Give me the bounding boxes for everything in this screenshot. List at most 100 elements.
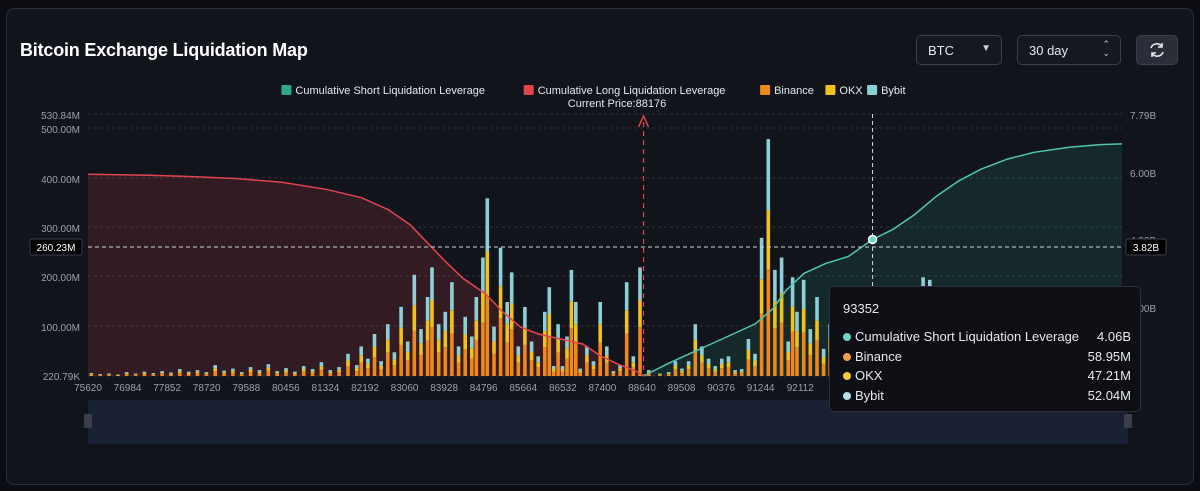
bar-segment[interactable] [178,372,182,376]
bar-segment[interactable] [624,333,629,376]
bar-segment[interactable] [574,324,578,343]
bar-segment[interactable] [133,374,138,376]
bar-segment[interactable] [151,373,156,375]
bar-segment[interactable] [556,324,560,340]
bar-segment[interactable] [412,330,417,377]
bar-segment[interactable] [578,368,582,371]
bar-segment[interactable] [815,320,819,341]
bar-segment[interactable] [436,352,441,376]
bar-segment[interactable] [759,279,764,314]
bar-segment[interactable] [598,302,602,325]
bar-segment[interactable] [631,356,636,363]
bar-segment[interactable] [337,367,341,370]
bar-segment[interactable] [618,371,622,376]
bar-segment[interactable] [213,368,217,372]
chart-legend[interactable]: Cumulative Short Liquidation Leverage Cum… [281,85,906,97]
bar-segment[interactable] [133,373,138,375]
bar-segment[interactable] [706,368,711,376]
bar-segment[interactable] [647,373,651,376]
bar-segment[interactable] [598,342,602,376]
bar-segment[interactable] [536,367,540,376]
bar-segment[interactable] [753,366,757,376]
bar-segment[interactable] [430,327,434,376]
bar-segment[interactable] [301,371,306,376]
bar-segment[interactable] [516,362,521,376]
bar-segment[interactable] [529,341,534,352]
bar-segment[interactable] [222,373,226,376]
bar-segment[interactable] [720,358,724,364]
bar-segment[interactable] [523,306,527,328]
bar-segment[interactable] [779,257,784,294]
bar-segment[interactable] [509,272,514,304]
bar-segment[interactable] [498,247,503,287]
bar-segment[interactable] [686,361,691,366]
bar-segment[interactable] [753,353,757,361]
bar-segment[interactable] [666,373,671,375]
bar-segment[interactable] [436,324,441,340]
bar-segment[interactable] [450,310,454,334]
bar-segment[interactable] [204,373,209,375]
bar-segment[interactable] [293,371,297,373]
bar-segment[interactable] [430,300,434,328]
bar-segment[interactable] [195,373,200,376]
bar-segment[interactable] [498,318,503,376]
bar-segment[interactable] [673,365,678,370]
bar-segment[interactable] [693,352,698,376]
bar-segment[interactable] [355,365,359,369]
bar-segment[interactable] [591,365,596,370]
bar-segment[interactable] [808,354,813,376]
bar-segment[interactable] [624,282,629,311]
bar-segment[interactable] [169,374,173,376]
bar-segment[interactable] [746,350,751,360]
bar-segment[interactable] [790,277,795,307]
bar-segment[interactable] [666,374,671,376]
bar-segment[interactable] [337,372,341,376]
bar-segment[interactable] [713,366,717,370]
bar-segment[interactable] [98,375,102,376]
bar-segment[interactable] [337,369,341,372]
bar-segment[interactable] [574,342,578,376]
bar-segment[interactable] [425,320,430,341]
bar-segment[interactable] [425,340,430,377]
bar-segment[interactable] [160,372,164,374]
bar-segment[interactable] [492,353,496,376]
bar-segment[interactable] [346,353,350,361]
bar-segment[interactable] [638,327,642,376]
bar-segment[interactable] [293,374,297,376]
bar-segment[interactable] [556,339,560,353]
bar-segment[interactable] [551,371,556,376]
bar-segment[interactable] [266,367,271,371]
bar-segment[interactable] [450,282,454,311]
bar-segment[interactable] [815,340,819,377]
bar-segment[interactable] [151,373,156,374]
bar-segment[interactable] [419,343,423,355]
bar-segment[interactable] [523,344,527,376]
bar-segment[interactable] [328,373,333,376]
bar-segment[interactable] [543,311,547,331]
bar-segment[interactable] [766,139,771,211]
bar-segment[interactable] [470,336,474,349]
bar-segment[interactable] [231,368,235,371]
bar-segment[interactable] [386,352,390,376]
bar-segment[interactable] [470,348,474,359]
bar-segment[interactable] [425,297,430,321]
bar-segment[interactable] [436,339,441,353]
bar-segment[interactable] [275,373,279,376]
bar-segment[interactable] [611,371,616,373]
bar-segment[interactable] [565,358,569,376]
bar-segment[interactable] [631,367,636,376]
bar-segment[interactable] [160,373,164,376]
bar-segment[interactable] [569,269,574,302]
bar-segment[interactable] [492,326,496,342]
bar-segment[interactable] [463,334,467,350]
bar-segment[interactable] [474,297,479,321]
bar-segment[interactable] [355,368,359,372]
bar-segment[interactable] [753,360,757,367]
bar-segment[interactable] [631,362,636,368]
bar-segment[interactable] [647,370,651,372]
legend-item[interactable]: Binance [760,85,814,97]
bar-segment[interactable] [529,360,534,377]
bar-segment[interactable] [412,305,417,331]
bar-segment[interactable] [779,293,784,323]
bar-segment[interactable] [638,300,642,328]
